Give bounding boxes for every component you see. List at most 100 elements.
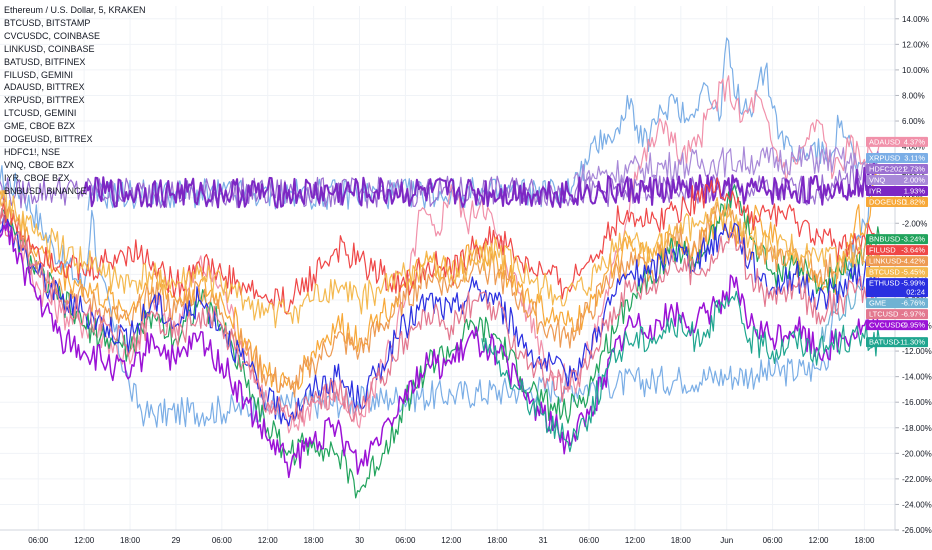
series-line-cvcusdc[interactable] [0, 200, 881, 479]
x-tick-label: 12:00 [258, 536, 279, 545]
price-tag-iyr[interactable] [866, 185, 928, 196]
legend-item: HDFC1!, NSE [4, 146, 61, 157]
legend-item: CVCUSDC, COINBASE [4, 30, 101, 41]
legend-item: XRPUSD, BITTREX [4, 95, 85, 106]
x-tick-label: 06:00 [28, 536, 49, 545]
price-tag-symbol: LTCUSD [869, 310, 899, 319]
x-tick-label: 12:00 [74, 536, 95, 545]
y-tick-label: 8.00% [902, 91, 925, 100]
legend-item: BATUSD, BITFINEX [4, 56, 86, 67]
price-tag-vnq[interactable] [866, 174, 928, 185]
price-tag-value: 1.82% [904, 197, 926, 206]
price-tag-linkusd[interactable] [866, 256, 928, 267]
y-tick-label: -12.00% [902, 347, 932, 356]
y-tick-label: -20.00% [902, 449, 932, 458]
price-tag-value: 2.00% [904, 175, 926, 184]
price-tag-bnbusd[interactable] [866, 234, 928, 245]
y-tick-label: 10.00% [902, 66, 929, 75]
legend-item: LINKUSD, COINBASE [4, 43, 95, 54]
price-tag-symbol: XRPUSD [869, 153, 901, 162]
price-tag-value: 4.37% [904, 137, 926, 146]
x-tick-label: 06:00 [212, 536, 233, 545]
series-line-batusd[interactable] [481, 290, 881, 453]
y-tick-label: -2.00% [902, 219, 927, 228]
y-tick-label: 12.00% [902, 40, 929, 49]
x-tick-label: 12:00 [441, 536, 462, 545]
price-tag-value: 2.73% [904, 164, 926, 173]
price-tag-symbol: GME [869, 299, 886, 308]
price-tag-value: -3.64% [901, 246, 925, 255]
legend-item: GME, CBOE BZX [4, 121, 76, 132]
price-tag-value: -9.95% [901, 321, 925, 330]
x-tick-label: 18:00 [120, 536, 141, 545]
price-tag-hdfc2021[interactable] [866, 163, 928, 174]
price-tag-symbol: ADAUSD [869, 137, 901, 146]
price-tag-batusd[interactable] [866, 337, 928, 348]
y-tick-label: -14.00% [902, 373, 932, 382]
price-tag-dogeusd[interactable] [866, 196, 928, 207]
legend-item: BTCUSD, BITSTAMP [4, 17, 91, 28]
y-tick-label: -24.00% [902, 500, 932, 509]
price-tag-countdown: 02:24 [906, 288, 925, 297]
price-tag-symbol: VNQ [869, 175, 885, 184]
y-tick-label: -16.00% [902, 398, 932, 407]
price-tag-gme[interactable] [866, 298, 928, 309]
series-line-vnq[interactable] [573, 145, 881, 192]
price-tag-symbol: CVCUSDC [869, 321, 907, 330]
series-line-iyr[interactable] [83, 162, 880, 209]
legend-title: Ethereum / U.S. Dollar, 5, KRAKEN [4, 5, 146, 15]
x-tick-label: 29 [171, 536, 180, 545]
legend-item: VNQ, CBOE BZX [4, 159, 75, 170]
legend-item: LTCUSD, GEMINI [4, 108, 77, 119]
price-tag-value: -6.97% [901, 310, 925, 319]
y-tick-label: 6.00% [902, 117, 925, 126]
price-tag-value: -11.30% [898, 338, 926, 347]
legend-item: ADAUSD, BITTREX [4, 82, 85, 93]
chart-legend: Ethereum / U.S. Dollar, 5, KRAKEN BTCUSD… [4, 4, 146, 198]
legend-item: BNBUSD, BINANCE [4, 185, 87, 196]
x-tick-label: 06:00 [579, 536, 600, 545]
x-tick-label: 18:00 [304, 536, 325, 545]
legend-item: FILUSD, GEMINI [4, 69, 74, 80]
x-tick-label: 12:00 [625, 536, 646, 545]
x-tick-label: 18:00 [671, 536, 692, 545]
y-tick-label: -22.00% [902, 475, 932, 484]
x-tick-label: 31 [539, 536, 548, 545]
price-tag-symbol: FILUSD [869, 246, 896, 255]
y-tick-label: -18.00% [902, 424, 932, 433]
price-tag-value: -5.99% [901, 279, 925, 288]
price-tag-xrpusd[interactable] [866, 152, 928, 163]
x-tick-label: 30 [355, 536, 364, 545]
price-tag-symbol: IYR [869, 186, 882, 195]
y-tick-label: -26.00% [902, 526, 932, 535]
price-tag-value: -4.42% [901, 257, 925, 266]
price-tag-cvcusdc[interactable] [866, 320, 928, 331]
series-line-xrpusd[interactable] [0, 157, 881, 428]
price-tag-symbol: LINKUSD [869, 257, 902, 266]
y-tick-label: 14.00% [902, 15, 929, 24]
price-tag-value: -6.76% [901, 299, 925, 308]
legend-item: DOGEUSD, BITTREX [4, 134, 93, 145]
price-tag-filusd[interactable] [866, 245, 928, 256]
series-line-ltcusd[interactable] [0, 203, 881, 423]
price-tag-value: 3.11% [904, 153, 925, 162]
x-tick-label: 18:00 [487, 536, 508, 545]
x-tick-label: 06:00 [763, 536, 784, 545]
y-tick-label: 4.00% [902, 143, 925, 152]
price-tag-value: 1.93% [904, 186, 926, 195]
x-tick-label: 12:00 [808, 536, 829, 545]
x-tick-label: Jun [720, 536, 733, 545]
series-line-btcusd[interactable] [0, 189, 881, 329]
price-tag-value: -3.24% [901, 235, 925, 244]
series-line-filusd[interactable] [0, 177, 881, 315]
legend-item: IYR, CBOE BZX [4, 172, 70, 183]
price-tag-btcusd[interactable] [866, 267, 928, 278]
price-tag-symbol: BTCUSD [869, 268, 900, 277]
price-tag-ethusd[interactable] [866, 278, 928, 298]
price-tag-value: -5.45% [901, 268, 925, 277]
price-tag-symbol: HDFC2021 [869, 164, 907, 173]
price-tag-ltcusd[interactable] [866, 309, 928, 320]
price-tag-adausd[interactable] [866, 136, 928, 147]
x-tick-label: 06:00 [395, 536, 416, 545]
